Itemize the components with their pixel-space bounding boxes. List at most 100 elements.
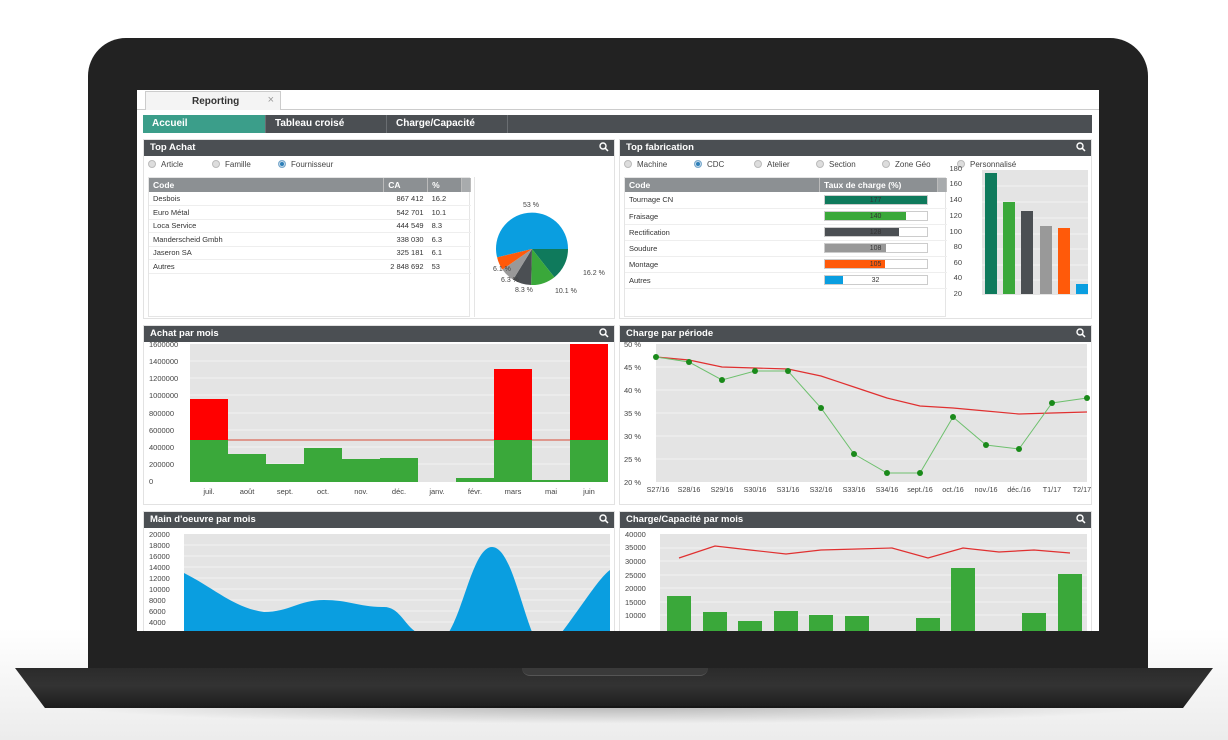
load-bar: 177: [823, 194, 928, 205]
radio-atelier[interactable]: Atelier: [754, 160, 816, 169]
svg-text:févr.: févr.: [468, 487, 482, 496]
svg-text:50 %: 50 %: [624, 342, 641, 349]
radio-section[interactable]: Section: [816, 160, 882, 169]
charge-capacite-chart: 40000 35000 30000 25000 20000 15000 10000: [625, 530, 1087, 631]
column-header-pct[interactable]: %: [427, 178, 462, 192]
table-row[interactable]: Desbois 867 412 16.2: [149, 192, 471, 206]
svg-text:180: 180: [949, 164, 962, 173]
svg-text:53 %: 53 %: [523, 202, 539, 209]
column-header-ca[interactable]: CA: [383, 178, 429, 192]
panel-title: Top Achat: [150, 142, 196, 153]
table-scrollbar[interactable]: [461, 178, 472, 192]
table-row[interactable]: Jaseron SA 325 181 6.1: [149, 246, 471, 260]
radio-fournisseur[interactable]: Fournisseur: [278, 160, 333, 169]
svg-text:T2/17: T2/17: [1073, 485, 1091, 494]
svg-text:oct.: oct.: [317, 487, 329, 496]
panel-title: Main d'oeuvre par mois: [150, 514, 256, 525]
supplier-table-container: Code CA % Desbois 867 412 16.2 Euro Métal 5…: [148, 177, 472, 317]
svg-text:juil.: juil.: [202, 487, 214, 496]
svg-text:14000: 14000: [149, 563, 170, 572]
svg-text:S29/16: S29/16: [711, 485, 734, 494]
search-icon[interactable]: [1076, 514, 1086, 524]
search-icon[interactable]: [599, 514, 609, 524]
svg-text:20 %: 20 %: [624, 478, 641, 487]
main-nav: Accueil Tableau croisé Charge/Capacité: [143, 115, 1092, 133]
table-row[interactable]: Autres 32: [625, 272, 947, 289]
svg-text:12000: 12000: [149, 574, 170, 583]
radio-zone-geo[interactable]: Zone Géo: [882, 160, 957, 169]
search-icon[interactable]: [1076, 328, 1086, 338]
svg-text:mars: mars: [505, 487, 522, 496]
svg-text:1600000: 1600000: [149, 342, 178, 349]
svg-text:8.3 %: 8.3 %: [515, 287, 533, 294]
column-header-code[interactable]: Code: [149, 178, 385, 192]
table-header-row: Code CA %: [149, 178, 472, 192]
svg-text:40 %: 40 %: [624, 386, 641, 395]
pie-slice-loca-service: [513, 249, 532, 285]
svg-text:déc.: déc.: [392, 487, 406, 496]
radio-personnalise[interactable]: Personnalisé: [957, 160, 1016, 169]
laptop-hinge-notch: [522, 668, 708, 676]
svg-text:800000: 800000: [149, 409, 174, 418]
svg-text:60: 60: [954, 258, 962, 267]
panel-main-oeuvre: Main d'oeuvre par mois 20000 18000 16000 14…: [143, 511, 615, 631]
svg-text:25000: 25000: [625, 571, 646, 580]
table-row[interactable]: Fraisage 140: [625, 208, 947, 225]
radio-circle-icon: [957, 160, 965, 168]
pie-slice-manderscheid: [502, 249, 532, 280]
table-row[interactable]: Tournage CN 177: [625, 192, 947, 209]
nav-charge-capacite[interactable]: Charge/Capacité: [387, 115, 508, 133]
tab-reporting[interactable]: Reporting ×: [145, 91, 281, 110]
panel-top-fabrication: Top fabrication Machine CDC Atelier Sect…: [619, 139, 1092, 319]
radio-circle-icon: [624, 160, 632, 168]
svg-text:40: 40: [954, 273, 962, 282]
panel-title: Top fabrication: [626, 142, 694, 153]
table-row[interactable]: Rectification 128: [625, 224, 947, 241]
cdc-bar-chart: 180 160 140 120 100 80 60 40 20: [948, 160, 1090, 318]
table-row[interactable]: Soudure 108: [625, 240, 947, 257]
svg-text:nov./16: nov./16: [974, 485, 997, 494]
nav-accueil[interactable]: Accueil: [143, 115, 266, 133]
table-row[interactable]: Loca Service 444 549 8.3: [149, 219, 471, 233]
radio-famille[interactable]: Famille: [212, 160, 278, 169]
svg-text:20000: 20000: [625, 584, 646, 593]
table-row[interactable]: Montage 105: [625, 256, 947, 273]
column-header-code[interactable]: Code: [625, 178, 821, 192]
svg-text:15000: 15000: [625, 598, 646, 607]
search-icon[interactable]: [599, 328, 609, 338]
svg-text:nov.: nov.: [354, 487, 368, 496]
search-icon[interactable]: [599, 142, 609, 152]
svg-text:S28/16: S28/16: [678, 485, 701, 494]
table-scrollbar[interactable]: [937, 178, 948, 192]
svg-text:100: 100: [949, 227, 962, 236]
svg-text:10.1 %: 10.1 %: [555, 288, 577, 295]
radio-circle-icon: [882, 160, 890, 168]
svg-text:160: 160: [949, 179, 962, 188]
radio-article[interactable]: Article: [148, 160, 212, 169]
panel-top-achat: Top Achat Article Famille Fournisseur Co…: [143, 139, 615, 319]
panel-header: Main d'oeuvre par mois: [144, 512, 614, 528]
main-oeuvre-area-chart: 20000 18000 16000 14000 12000 10000 8000 6000 40…: [149, 530, 610, 631]
svg-text:200000: 200000: [149, 460, 174, 469]
svg-text:120: 120: [949, 211, 962, 220]
search-icon[interactable]: [1076, 142, 1086, 152]
radio-cdc[interactable]: CDC: [694, 160, 754, 169]
column-header-taux[interactable]: Taux de charge (%): [819, 178, 938, 192]
pie-slice-autres: [496, 212, 569, 258]
svg-text:sept.: sept.: [277, 487, 293, 496]
radio-machine[interactable]: Machine: [624, 160, 694, 169]
nav-tableau-croise[interactable]: Tableau croisé: [266, 115, 387, 133]
table-row[interactable]: Euro Métal 542 701 10.1: [149, 205, 471, 220]
load-bar: 128: [823, 227, 928, 237]
table-row[interactable]: Manderscheid Gmbh 338 030 6.3: [149, 232, 471, 247]
panel-title: Charge/Capacité par mois: [626, 514, 744, 525]
svg-text:4000: 4000: [149, 618, 166, 627]
svg-text:1200000: 1200000: [149, 374, 178, 383]
load-bar: 108: [823, 243, 928, 253]
table-row[interactable]: Autres 2 848 692 53: [149, 259, 471, 274]
svg-text:sept./16: sept./16: [907, 485, 933, 494]
svg-text:1000000: 1000000: [149, 391, 178, 400]
close-tab-icon[interactable]: ×: [267, 94, 274, 106]
svg-text:40000: 40000: [625, 530, 646, 539]
